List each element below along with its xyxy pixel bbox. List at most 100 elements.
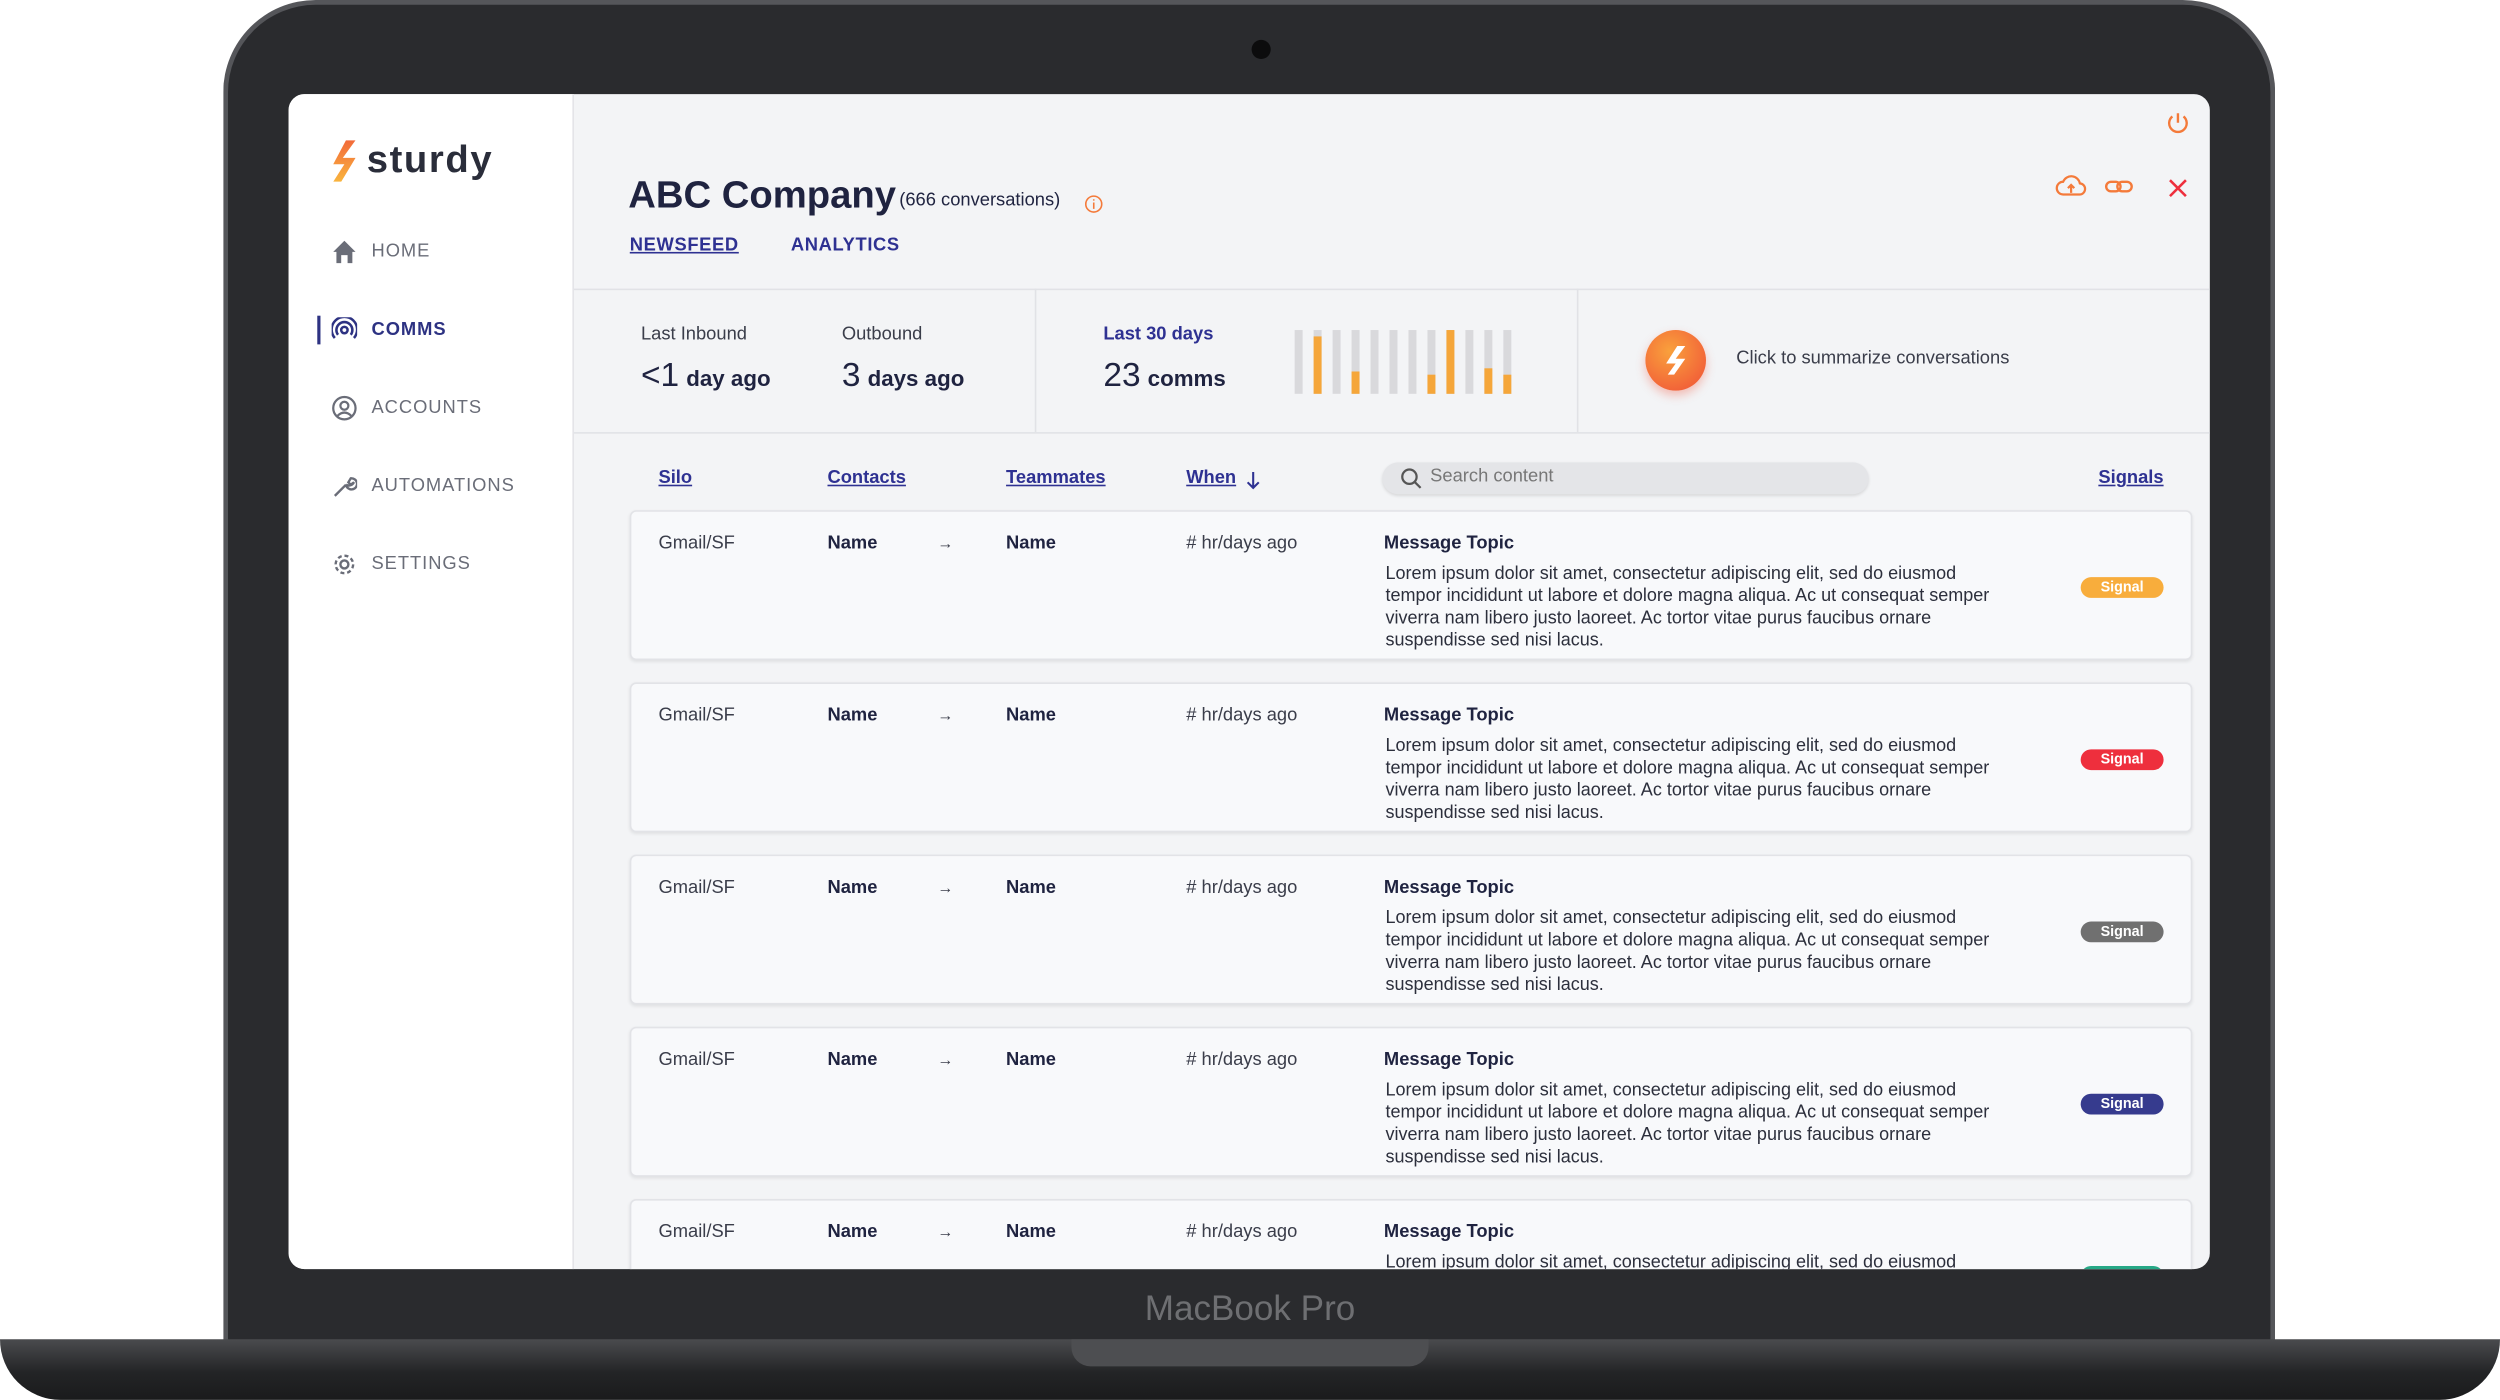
nav-label: AUTOMATIONS (371, 476, 515, 496)
stat-number: 23 (1103, 357, 1141, 394)
conversation-count: (666 conversations) (899, 191, 1061, 211)
nav-item[interactable]: AUTOMATIONS (332, 470, 571, 502)
stat-label: Last Inbound (640, 325, 747, 345)
stat-value: 23 comms (1103, 357, 1226, 395)
contact: Name (827, 534, 878, 554)
bar (1484, 368, 1493, 394)
nav-label: ACCOUNTS (371, 398, 483, 418)
silo: Gmail/SF (658, 1222, 735, 1243)
nav-item[interactable]: ACCOUNTS (332, 392, 571, 424)
bar-track (1465, 330, 1474, 394)
divider (1034, 288, 1037, 433)
bar-track (1332, 330, 1341, 394)
arrow: → (937, 707, 954, 726)
stat-label: Last 30 days (1103, 325, 1214, 345)
message-card[interactable]: Gmail/SF Name → Name # hr/days ago Message To… (629, 1198, 2193, 1270)
message-body: Lorem ipsum dolor sit amet, consectetur … (1385, 564, 1990, 651)
message-card[interactable]: Gmail/SF Name → Name # hr/days ago Message To… (629, 682, 2193, 833)
silo: Gmail/SF (658, 1050, 735, 1070)
message-topic: Message Topic (1383, 1050, 1515, 1070)
signal-badge[interactable]: Signal (2080, 921, 2164, 943)
divider (1576, 288, 1579, 433)
sidebar: sturdy HOME COMMS ACCOUNTS AUTOMATIONS S… (288, 94, 574, 1270)
bar (1427, 374, 1436, 394)
stat-number: 3 (841, 357, 861, 394)
when: # hr/days ago (1186, 878, 1298, 898)
brand-name: sturdy (366, 138, 494, 182)
teammate: Name (1006, 1050, 1057, 1070)
message-list: Gmail/SF Name → Name # hr/days ago Message To… (289, 94, 2210, 1270)
tab[interactable]: ANALYTICS (790, 235, 900, 256)
nav-label: COMMS (371, 320, 447, 340)
tab[interactable]: NEWSFEED (629, 235, 739, 256)
arrow: → (937, 535, 954, 554)
message-card[interactable]: Gmail/SF Name → Name # hr/days ago Message To… (629, 510, 2193, 661)
message-body: Lorem ipsum dolor sit amet, consectetur … (1385, 1080, 1990, 1168)
column-header[interactable]: When (1186, 468, 1237, 488)
message-topic: Message Topic (1383, 878, 1515, 898)
info-icon[interactable] (1084, 195, 1103, 214)
stats-band (573, 288, 2210, 434)
stat-unit: day ago (686, 365, 771, 391)
arrow: → (937, 1052, 954, 1070)
bar-track (1389, 330, 1398, 394)
bar (1446, 330, 1455, 394)
arrow: → (937, 1224, 954, 1243)
arrow: → (937, 880, 954, 898)
laptop-notch (1071, 1339, 1429, 1367)
signal-badge[interactable]: Signal (2080, 1265, 2164, 1270)
silo: Gmail/SF (658, 534, 735, 554)
bar (1351, 371, 1360, 394)
column-header[interactable]: Teammates (1006, 468, 1106, 488)
teammate: Name (1006, 534, 1057, 554)
when: # hr/days ago (1186, 706, 1298, 726)
sort-arrow (1246, 471, 1260, 490)
active-indicator (317, 315, 321, 345)
bar (1313, 336, 1322, 394)
column-header[interactable]: Signals (2098, 468, 2164, 488)
signal-badge[interactable]: Signal (2080, 749, 2164, 771)
nav-item[interactable]: COMMS (331, 314, 571, 346)
message-topic: Message Topic (1383, 534, 1515, 554)
bar-track (1427, 330, 1436, 394)
teammate: Name (1006, 706, 1057, 726)
nav-label: HOME (371, 242, 431, 262)
upload-button[interactable] (2055, 174, 2087, 200)
bar-track (1408, 330, 1417, 394)
activity-chart (1294, 330, 1512, 394)
power-button[interactable] (2165, 110, 2191, 136)
search-box[interactable]: Search content (1382, 462, 1869, 495)
column-header[interactable]: Contacts (827, 468, 906, 488)
company-title: ABC Company (628, 173, 897, 217)
stat-value: <1 day ago (641, 357, 771, 395)
stat-value: 3 days ago (842, 357, 965, 395)
logo-icon (333, 140, 356, 182)
device-label: MacBook Pro (1144, 1288, 1356, 1329)
close-button[interactable] (2168, 179, 2187, 198)
summarize-button[interactable] (1645, 330, 1706, 391)
signal-badge[interactable]: Signal (2080, 577, 2164, 598)
logo[interactable]: sturdy (332, 139, 494, 184)
message-card[interactable]: Gmail/SF Name → Name # hr/days ago Message To… (629, 1026, 2193, 1177)
signal-badge[interactable]: Signal (2080, 1093, 2164, 1115)
when: # hr/days ago (1186, 1050, 1298, 1070)
summarize-text[interactable]: Click to summarize conversations (1736, 349, 2010, 369)
message-body: Lorem ipsum dolor sit amet, consectetur … (1385, 908, 1990, 995)
bar-track (1294, 330, 1303, 394)
stat-unit: days ago (867, 365, 965, 391)
bar-track (1370, 330, 1379, 394)
message-card[interactable]: Gmail/SF Name → Name # hr/days ago Message To… (629, 854, 2193, 1005)
nav-item[interactable]: HOME (332, 236, 571, 268)
contact: Name (827, 1050, 878, 1070)
link-button[interactable] (2104, 175, 2134, 197)
nav-item[interactable]: SETTINGS (332, 548, 571, 580)
contact: Name (827, 706, 878, 726)
search-placeholder: Search content (1430, 467, 1554, 487)
teammate: Name (1006, 878, 1057, 898)
camera (1251, 39, 1271, 59)
column-header[interactable]: Silo (658, 468, 693, 488)
stat-label: Outbound (841, 325, 923, 345)
bar (1503, 374, 1512, 394)
